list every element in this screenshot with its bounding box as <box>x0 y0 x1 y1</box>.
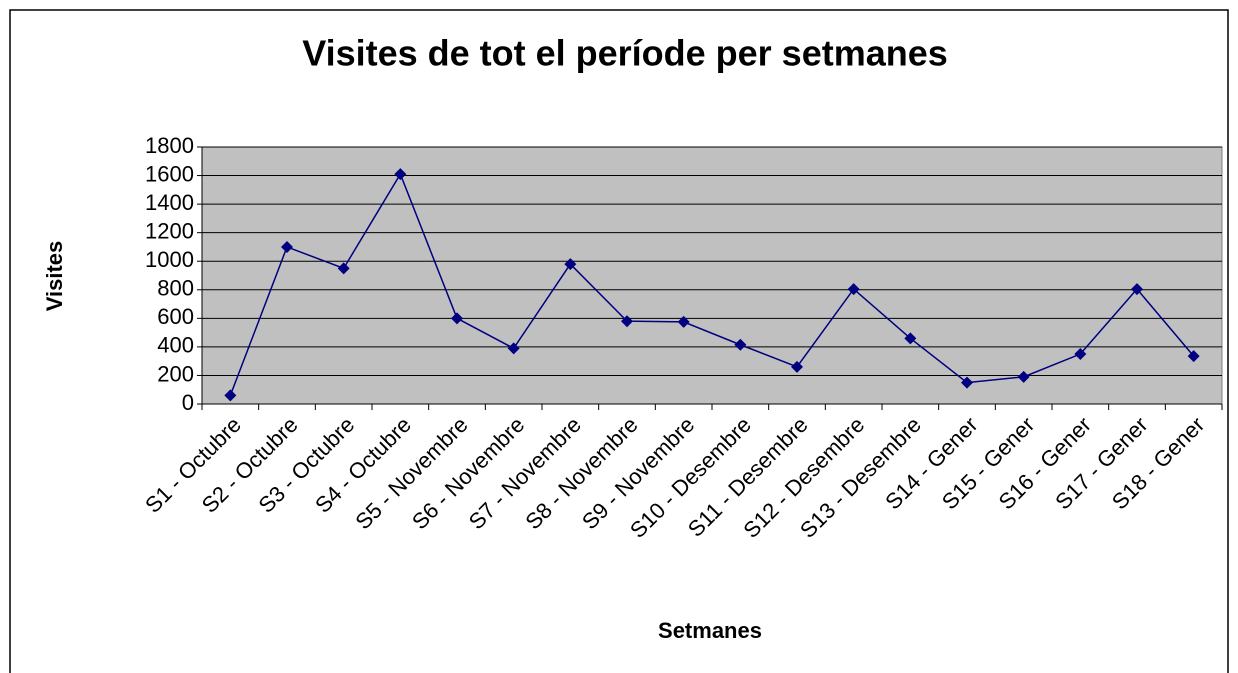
marker <box>394 168 407 181</box>
marker <box>904 332 917 345</box>
marker <box>677 315 690 328</box>
marker <box>1187 350 1200 363</box>
marker <box>224 389 237 402</box>
y-tick-label: 800 <box>157 276 194 301</box>
chart-title: Visites de tot el període per setmanes <box>302 33 948 74</box>
plot-area <box>201 146 1223 405</box>
y-tick-label: 1200 <box>145 218 194 243</box>
y-tick-label: 1400 <box>145 190 194 215</box>
marker <box>451 312 463 325</box>
marker <box>1017 370 1030 383</box>
marker <box>1074 348 1087 361</box>
marker <box>734 338 747 351</box>
y-tick-label: 1600 <box>145 161 194 186</box>
y-axis-label: Visites <box>42 241 67 312</box>
marker <box>337 262 350 275</box>
marker <box>564 258 577 271</box>
marker <box>791 360 803 373</box>
marker <box>961 376 973 389</box>
marker <box>621 315 633 328</box>
marker <box>847 283 860 296</box>
marker <box>281 240 293 253</box>
y-tick-label: 1800 <box>145 133 194 158</box>
y-tick-label: 1000 <box>145 247 194 272</box>
y-tick-label: 200 <box>157 361 194 386</box>
y-tick-label: 600 <box>157 304 194 329</box>
marker <box>1131 283 1143 296</box>
x-axis-label: Setmanes <box>658 618 762 643</box>
y-tick-label: 400 <box>157 333 194 358</box>
y-tick-label: 0 <box>182 390 194 415</box>
line <box>229 172 1195 396</box>
marker <box>507 342 520 355</box>
